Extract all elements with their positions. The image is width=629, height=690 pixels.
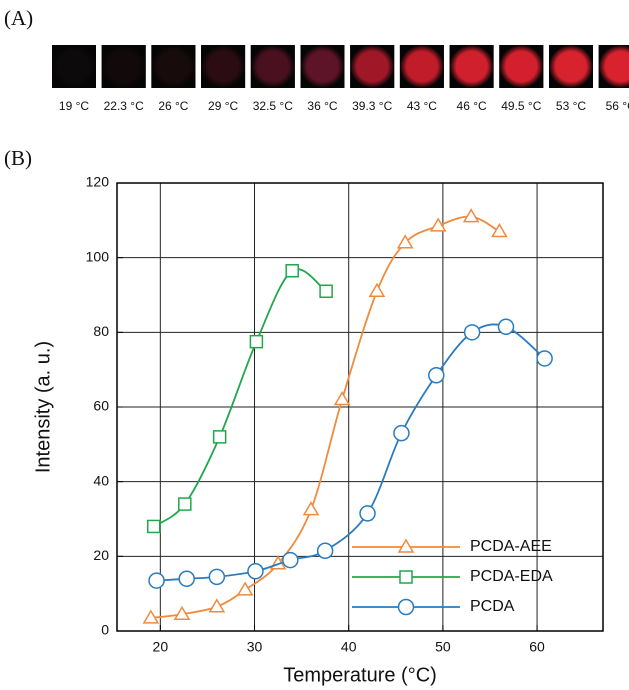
- marker: [464, 210, 478, 222]
- sample-label: 53 °C: [556, 99, 586, 113]
- marker: [394, 426, 409, 441]
- sample-label: 32.5 °C: [253, 99, 293, 113]
- sample-glow: [599, 45, 629, 88]
- y-tick-label: 60: [93, 398, 109, 414]
- sample-glow: [301, 45, 345, 88]
- x-tick-label: 20: [153, 639, 169, 655]
- legend-marker: [399, 600, 414, 615]
- marker: [492, 225, 506, 237]
- sample-glow: [549, 45, 593, 88]
- sample-label: 22.3 °C: [104, 99, 144, 113]
- sample-label: 39.3 °C: [352, 99, 392, 113]
- legend-label: PCDA-EDA: [470, 568, 553, 585]
- legend-label: PCDA: [470, 598, 515, 615]
- marker: [179, 571, 194, 586]
- marker: [179, 498, 191, 510]
- x-axis-title: Temperature (°C): [283, 664, 437, 686]
- marker: [429, 368, 444, 383]
- y-axis-title: Intensity (a. u.): [32, 341, 54, 473]
- series-line: [154, 269, 326, 526]
- x-tick-label: 30: [247, 639, 263, 655]
- sample-glow: [251, 45, 295, 88]
- y-tick-label: 120: [86, 174, 110, 190]
- legend-marker: [400, 571, 412, 583]
- marker: [250, 336, 262, 348]
- marker: [148, 520, 160, 532]
- sample-label: 56 °C: [606, 99, 629, 113]
- sample-label: 43 °C: [407, 99, 437, 113]
- sample-label: 46 °C: [457, 99, 487, 113]
- marker: [360, 506, 375, 521]
- marker: [370, 284, 384, 296]
- sample-glow: [450, 45, 494, 88]
- y-tick-label: 80: [93, 323, 109, 339]
- marker: [283, 553, 298, 568]
- marker: [214, 431, 226, 443]
- marker: [209, 569, 224, 584]
- y-tick-label: 0: [101, 622, 109, 638]
- marker: [335, 393, 349, 405]
- panel-label: (A): [4, 6, 33, 30]
- x-tick-label: 60: [529, 639, 545, 655]
- figure: (A) (B) Temperature (°C) Intensity (a. u…: [0, 0, 629, 690]
- sample-label: 49.5 °C: [501, 99, 541, 113]
- panel-label: (B): [4, 146, 32, 170]
- sample-glow: [52, 45, 96, 88]
- legend-label: PCDA-AEE: [470, 538, 552, 555]
- x-tick-label: 40: [341, 639, 357, 655]
- marker: [318, 543, 333, 558]
- marker: [210, 600, 224, 612]
- marker: [286, 265, 298, 277]
- legend-marker: [399, 540, 413, 552]
- sample-glow: [499, 45, 543, 88]
- sample-label: 36 °C: [307, 99, 337, 113]
- y-tick-label: 100: [86, 248, 110, 264]
- sample-label: 26 °C: [158, 99, 188, 113]
- marker: [248, 564, 263, 579]
- y-tick-label: 20: [93, 547, 109, 563]
- marker: [320, 285, 332, 297]
- sample-glow: [350, 45, 394, 88]
- sample-glow: [400, 45, 444, 88]
- page: (A) (B) Temperature (°C) Intensity (a. u…: [0, 0, 629, 690]
- sample-glow: [201, 45, 245, 88]
- y-tick-label: 40: [93, 472, 109, 488]
- sample-glow: [102, 45, 146, 88]
- marker: [498, 319, 513, 334]
- sample-glow: [151, 45, 195, 88]
- sample-label: 29 °C: [208, 99, 238, 113]
- marker: [465, 325, 480, 340]
- sample-label: 19 °C: [59, 99, 89, 113]
- marker: [304, 503, 318, 515]
- x-tick-label: 50: [435, 639, 451, 655]
- marker: [149, 573, 164, 588]
- marker: [238, 583, 252, 595]
- marker: [537, 351, 552, 366]
